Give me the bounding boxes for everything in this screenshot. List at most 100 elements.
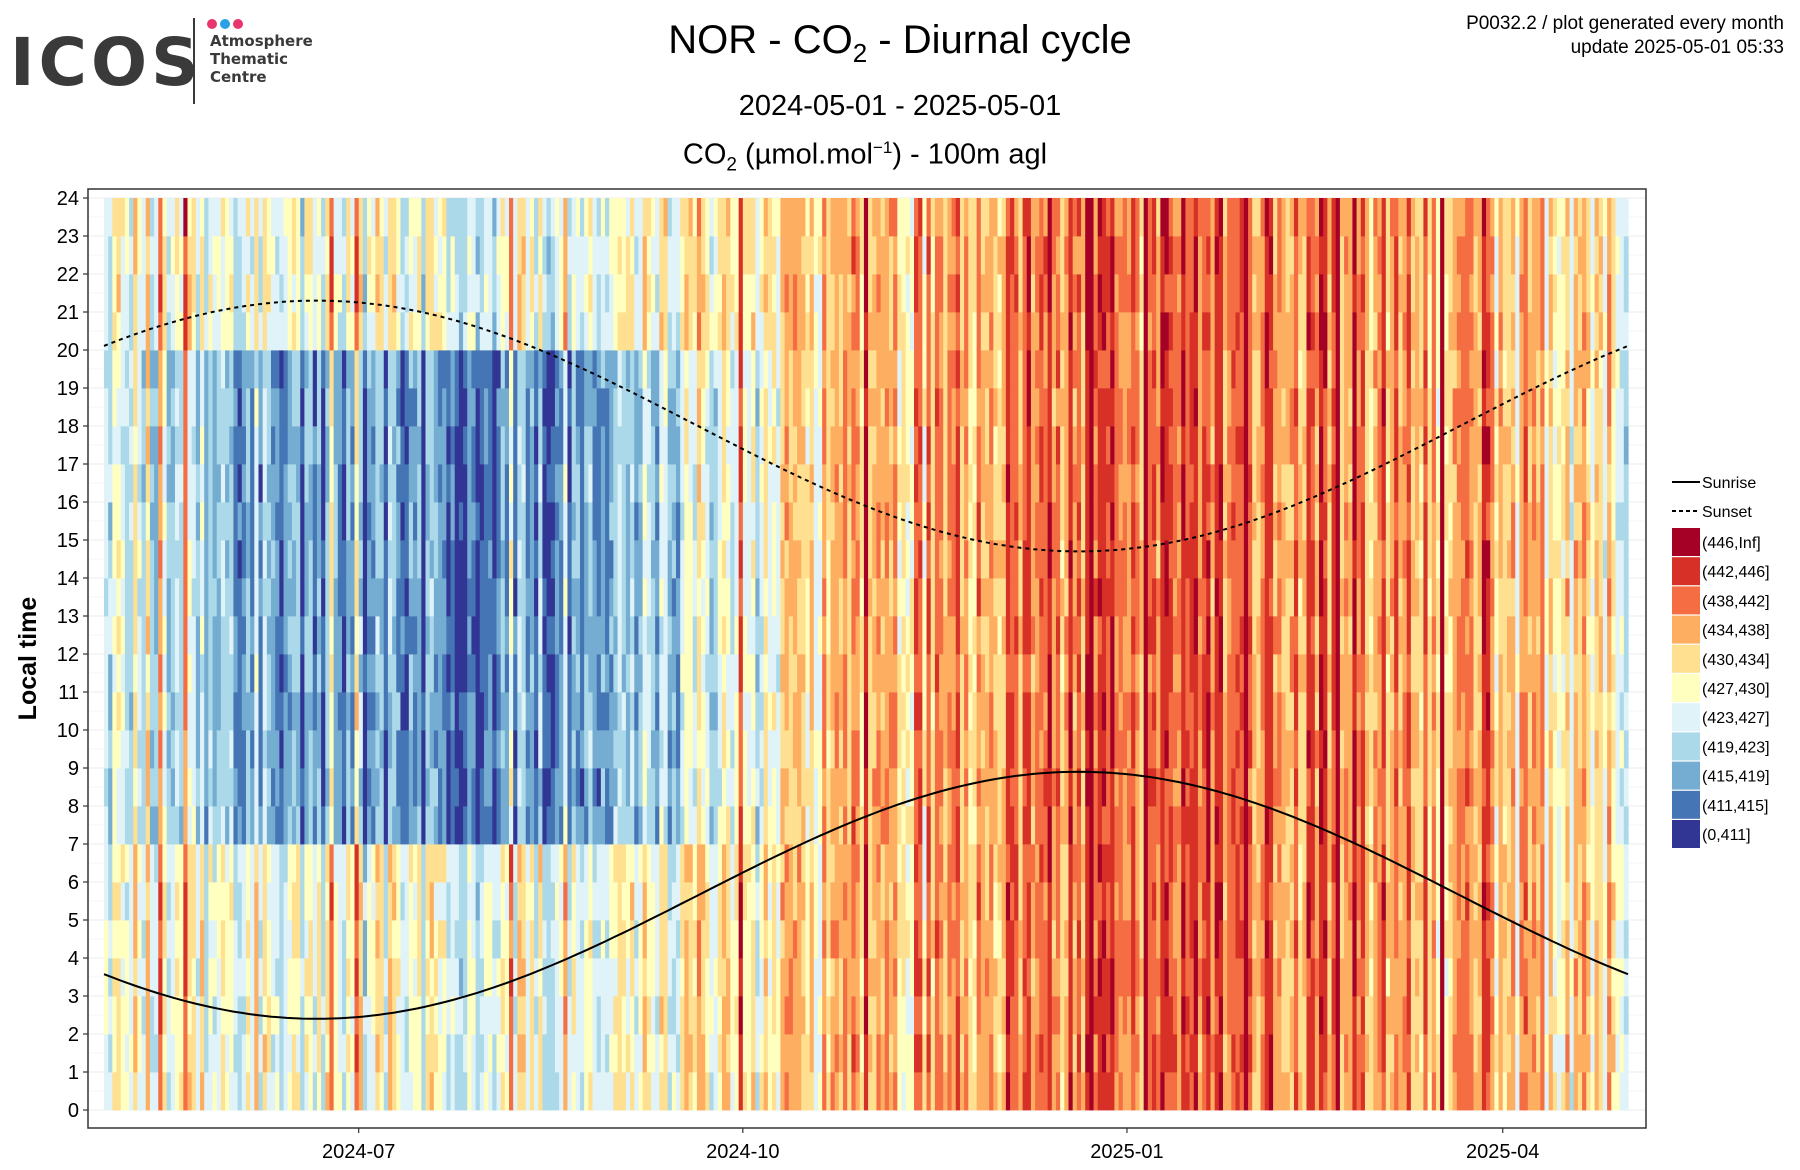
heatmap-cell [483, 502, 489, 541]
heatmap-cell [124, 920, 130, 959]
heatmap-cell [404, 806, 410, 845]
heatmap-cell [751, 502, 756, 541]
heatmap-cell [596, 806, 602, 845]
heatmap-cell [575, 996, 581, 1035]
heatmap-cell [625, 844, 631, 883]
heatmap-cell [659, 502, 665, 541]
heatmap-cell [438, 920, 443, 959]
heatmap-cell [813, 350, 819, 389]
heatmap-cell [822, 654, 827, 693]
heatmap-cell [822, 540, 827, 579]
heatmap-cell [229, 920, 235, 959]
heatmap-cell [713, 236, 719, 275]
heatmap-cell [763, 654, 769, 693]
heatmap-cell [801, 996, 807, 1035]
heatmap-cell [458, 274, 464, 313]
heatmap-cell [655, 502, 660, 541]
heatmap-cell [884, 502, 890, 541]
heatmap-cell [959, 806, 965, 845]
heatmap-cell [734, 616, 740, 655]
heatmap-cell [880, 236, 886, 275]
heatmap-cell [296, 882, 301, 921]
heatmap-cell [859, 730, 865, 769]
heatmap-cell [588, 198, 594, 237]
heatmap-cell [446, 236, 452, 275]
heatmap-cell [120, 426, 126, 465]
heatmap-cell [463, 996, 468, 1035]
heatmap-cell [454, 920, 460, 959]
heatmap-cell [671, 768, 677, 807]
heatmap-cell [329, 464, 335, 503]
heatmap-cell [621, 996, 627, 1035]
heatmap-cell [838, 692, 844, 731]
heatmap-cell [500, 388, 506, 427]
heatmap-cell [250, 1034, 255, 1073]
heatmap-cell [396, 958, 402, 997]
heatmap-cell [905, 616, 911, 655]
heatmap-cell [216, 274, 222, 313]
heatmap-cell [141, 996, 147, 1035]
heatmap-cell [817, 388, 823, 427]
heatmap-cell [417, 692, 422, 731]
heatmap-cell [617, 958, 623, 997]
heatmap-cell [509, 198, 514, 237]
heatmap-cell [847, 350, 852, 389]
heatmap-cell [492, 350, 498, 389]
heatmap-cell [550, 540, 556, 579]
heatmap-cell [438, 730, 443, 769]
heatmap-cell [822, 1034, 827, 1073]
heatmap-cell [918, 996, 923, 1035]
heatmap-cell [479, 502, 485, 541]
heatmap-cell [859, 1072, 865, 1111]
heatmap-cell [233, 236, 239, 275]
heatmap-cell [759, 350, 765, 389]
heatmap-cell [308, 654, 314, 693]
heatmap-cell [471, 274, 477, 313]
heatmap-cell [500, 1072, 506, 1111]
heatmap-cell [680, 464, 685, 503]
heatmap-cell [918, 1072, 923, 1111]
heatmap-cell [329, 768, 335, 807]
heatmap-cell [872, 958, 878, 997]
heatmap-cell [483, 730, 489, 769]
heatmap-cell [337, 198, 343, 237]
heatmap-cell [655, 236, 660, 275]
heatmap-cell [696, 236, 702, 275]
heatmap-cell [588, 920, 594, 959]
heatmap-cell [792, 616, 798, 655]
heatmap-cell [726, 654, 731, 693]
heatmap-cell [776, 882, 782, 921]
heatmap-cell [667, 996, 673, 1035]
heatmap-cell [433, 1034, 439, 1073]
heatmap-cell [141, 768, 147, 807]
heatmap-cell [174, 692, 180, 731]
heatmap-cell [166, 274, 172, 313]
heatmap-cell [296, 996, 301, 1035]
heatmap-cell [817, 692, 823, 731]
heatmap-cell [337, 616, 343, 655]
heatmap-cell [471, 692, 477, 731]
heatmap-cell [563, 768, 569, 807]
heatmap-cell [408, 540, 414, 579]
heatmap-cell [488, 806, 493, 845]
heatmap-cell [600, 730, 606, 769]
heatmap-cell [129, 996, 134, 1035]
heatmap-cell [187, 654, 193, 693]
heatmap-cell [955, 426, 961, 465]
heatmap-cell [191, 1034, 197, 1073]
heatmap-cell [596, 654, 602, 693]
heatmap-cell [922, 692, 928, 731]
heatmap-cell [250, 350, 255, 389]
heatmap-cell [801, 540, 807, 579]
heatmap-cell [500, 274, 506, 313]
heatmap-cell [433, 882, 439, 921]
heatmap-cell [897, 350, 903, 389]
heatmap-cell [801, 388, 807, 427]
heatmap-cell [822, 388, 827, 427]
heatmap-cell [897, 388, 903, 427]
heatmap-cell [162, 198, 168, 237]
heatmap-cell [567, 540, 573, 579]
heatmap-cell [851, 1072, 857, 1111]
heatmap-cell [404, 464, 410, 503]
heatmap-cell [179, 616, 184, 655]
